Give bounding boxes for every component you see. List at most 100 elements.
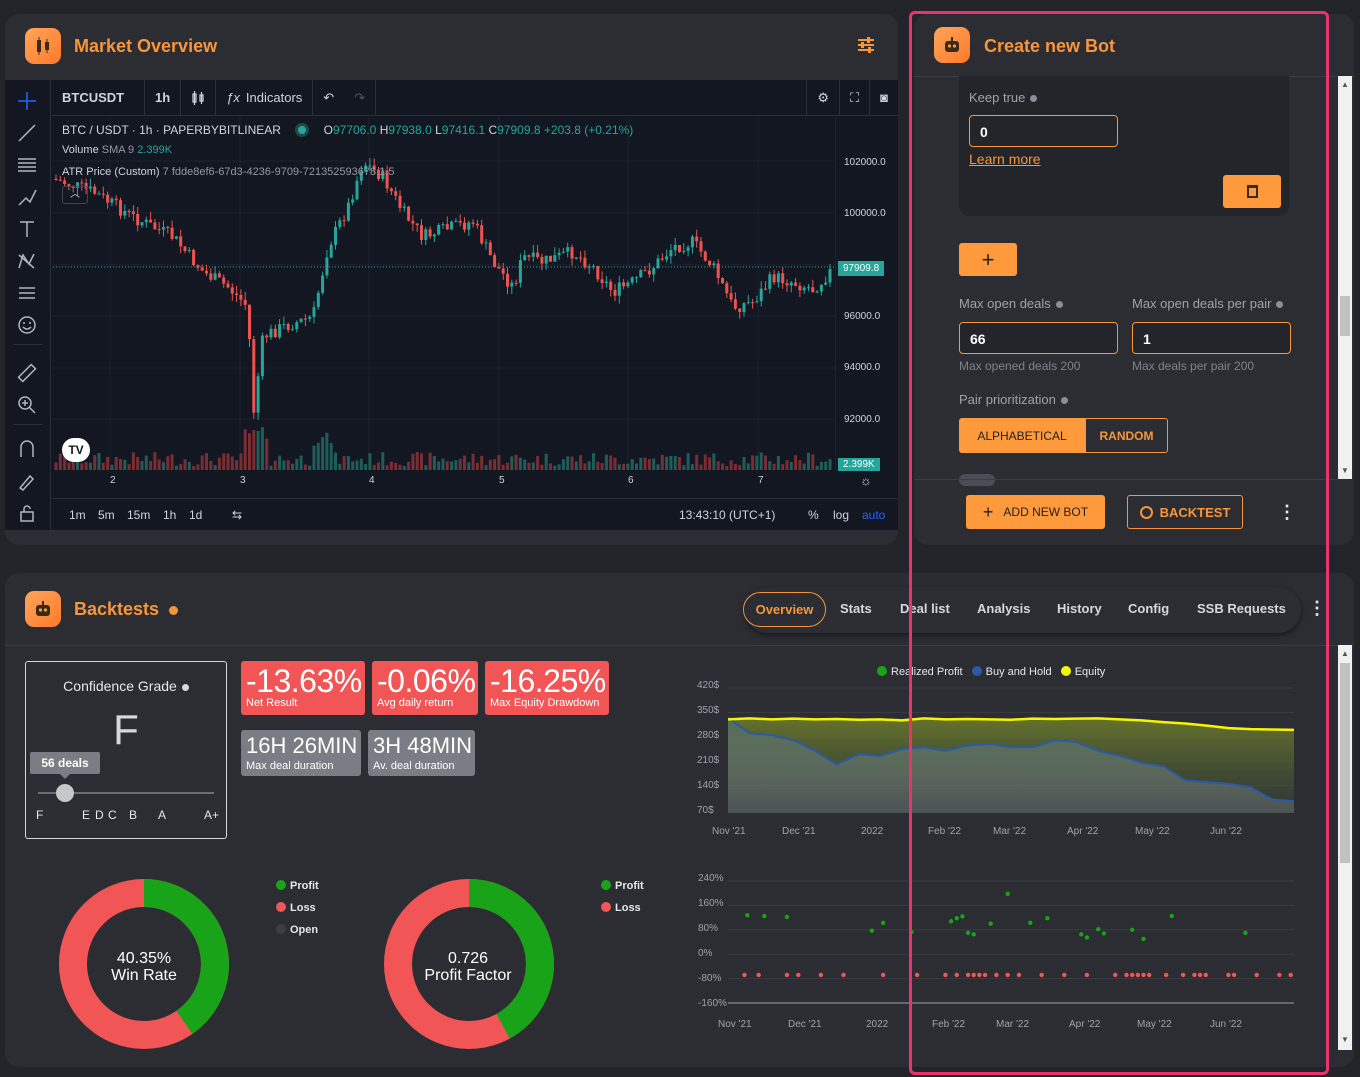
grade-slider-thumb[interactable] (56, 784, 74, 802)
tf-15m[interactable]: 15m (127, 508, 151, 522)
magnet-icon[interactable] (16, 438, 38, 460)
undo-icon: ↶ (323, 89, 335, 105)
goto-date-icon[interactable]: ⇆ (232, 508, 243, 522)
emoji-icon[interactable] (16, 314, 38, 336)
lock-drawings-icon[interactable] (16, 470, 38, 492)
x-tick: 2022 (866, 1019, 889, 1030)
tradingview-chart[interactable]: BTCUSDT 1h ƒx Indicators ↶ ↷ ⚙ ⛶ ◙ BTC / … (5, 79, 898, 530)
form-scrollbar[interactable]: ▲ ▼ (1338, 76, 1352, 479)
y-tick: 80% (698, 923, 719, 934)
max-open-deals-label: Max open deals (959, 296, 1063, 311)
legend-realized: Realized Profit (891, 666, 963, 678)
tab-stats[interactable]: Stats (840, 601, 872, 616)
scroll-track[interactable]: ▲ ▼ (1338, 645, 1352, 1050)
add-condition-button[interactable]: + (959, 243, 1017, 276)
screenshot-button[interactable]: ◙ (870, 80, 898, 116)
tf-1m[interactable]: 1m (69, 508, 86, 522)
loss-point (1226, 972, 1231, 978)
tab-analysis[interactable]: Analysis (977, 601, 1031, 616)
legend-profit: Profit (276, 880, 319, 892)
clock[interactable]: 13:43:10 (UTC+1) (679, 508, 776, 522)
more-options-icon[interactable]: ⋮ (1308, 598, 1326, 618)
chart-type-button[interactable] (181, 79, 217, 116)
profit-point (784, 914, 790, 920)
profit-point (1005, 891, 1010, 897)
x-tick: Dec '21 (782, 826, 816, 837)
max-open-deals-input[interactable]: 66 (959, 322, 1118, 354)
backtest-button[interactable]: BACKTEST (1127, 495, 1243, 529)
max-per-pair-input[interactable]: 1 (1132, 322, 1291, 354)
scroll-thumb[interactable] (1340, 296, 1350, 336)
keep-true-input[interactable]: 0 (969, 115, 1118, 147)
undo-button[interactable]: ↶ (313, 80, 344, 116)
prio-random-button[interactable]: RANDOM (1085, 418, 1168, 453)
tf-5m[interactable]: 5m (98, 508, 115, 522)
chart-settings-button[interactable]: ⚙ (806, 79, 841, 116)
y-tick: -160% (698, 998, 727, 1009)
grade-letter: F (113, 706, 139, 753)
tf-1h[interactable]: 1h (163, 508, 177, 522)
lock-icon[interactable] (16, 502, 38, 524)
pair-label: BTC / USDT · 1h · PAPERBYBITLINEAR (62, 123, 281, 137)
x-tick: Mar '22 (993, 826, 1027, 837)
toggle-switch[interactable] (959, 474, 995, 486)
tab-config[interactable]: Config (1128, 601, 1170, 616)
fib-icon[interactable] (16, 154, 38, 176)
redo-icon: ↷ (354, 89, 366, 105)
profit-point (965, 930, 971, 936)
chart-toolbar: BTCUSDT 1h ƒx Indicators ↶ ↷ ⚙ ⛶ ◙ (52, 79, 898, 116)
add-new-bot-button[interactable]: + ADD NEW BOT (966, 495, 1105, 529)
forecast-icon[interactable] (16, 282, 38, 304)
profit-point (1141, 936, 1146, 942)
crosshair-icon[interactable] (16, 90, 38, 112)
more-options-icon[interactable]: ⋮ (1278, 502, 1296, 522)
auto-toggle[interactable]: auto (862, 508, 886, 522)
axis-settings-icon[interactable]: ☼ (860, 473, 872, 488)
scroll-down-icon[interactable]: ▼ (1341, 466, 1349, 475)
last-price-badge: 97909.8 (838, 261, 885, 276)
prio-alphabetical-button[interactable]: ALPHABETICAL (959, 418, 1085, 453)
brush-icon[interactable] (16, 186, 38, 208)
collapse-legend-button[interactable]: ︿ (62, 186, 88, 204)
log-toggle[interactable]: log (833, 508, 850, 522)
tab-ssb-requests[interactable]: SSB Requests (1197, 601, 1286, 616)
loss-point (1084, 972, 1090, 978)
delete-condition-button[interactable] (1223, 175, 1281, 208)
percent-toggle[interactable]: % (808, 508, 819, 522)
loss-point (1146, 972, 1152, 978)
tab-deal-list[interactable]: Deal list (900, 601, 950, 616)
confidence-title: Confidence Grade (26, 678, 226, 694)
ruler-icon[interactable] (16, 362, 38, 384)
price-tick: 100000.0 (844, 208, 886, 219)
tf-1d[interactable]: 1d (189, 508, 203, 522)
x-tick: Apr '22 (1069, 1019, 1101, 1030)
timeframe-bar: 1m 5m 15m 1h 1d ⇆ 13:43:10 (UTC+1) % log… (52, 498, 898, 530)
scroll-thumb[interactable] (1340, 663, 1350, 863)
y-tick: 240% (698, 873, 724, 884)
learn-more-link[interactable]: Learn more (969, 151, 1041, 167)
scroll-up-icon[interactable]: ▲ (1341, 80, 1349, 89)
fullscreen-button[interactable]: ⛶ (840, 79, 871, 116)
scroll-up-icon[interactable]: ▲ (1341, 649, 1349, 658)
y-tick: 420$ (697, 680, 720, 691)
tab-overview[interactable]: Overview (743, 592, 826, 627)
loss-point (1124, 972, 1129, 978)
x-tick: Apr '22 (1067, 826, 1099, 837)
trendline-icon[interactable] (16, 122, 38, 144)
interval-button[interactable]: 1h (145, 79, 182, 116)
legend-profit: Profit (601, 880, 644, 892)
loss-point (1005, 972, 1010, 978)
pattern-icon[interactable] (16, 250, 38, 272)
profit-point (880, 920, 886, 925)
settings-sliders-icon[interactable] (857, 36, 875, 54)
symbol-button[interactable]: BTCUSDT (52, 79, 145, 116)
scroll-down-icon[interactable]: ▼ (1341, 1035, 1349, 1044)
zoom-in-icon[interactable] (16, 394, 38, 416)
text-icon[interactable] (16, 218, 38, 240)
indicators-button[interactable]: ƒx Indicators (216, 79, 314, 116)
tv-logo: TV (62, 438, 90, 462)
legend-equity: Equity (1074, 666, 1106, 678)
redo-button[interactable]: ↷ (344, 79, 377, 116)
price-chart-canvas[interactable] (53, 117, 835, 470)
tab-history[interactable]: History (1057, 601, 1102, 616)
